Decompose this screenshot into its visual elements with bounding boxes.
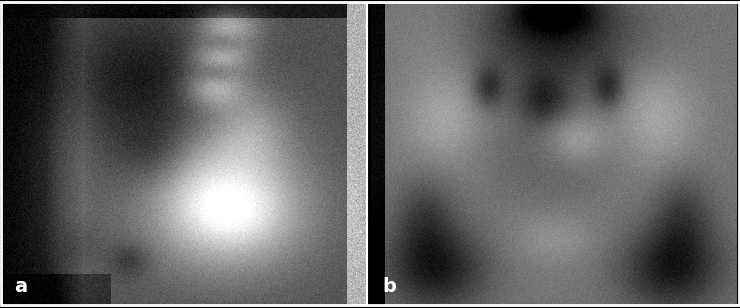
Text: b: b bbox=[382, 277, 396, 296]
Text: a: a bbox=[14, 277, 27, 296]
